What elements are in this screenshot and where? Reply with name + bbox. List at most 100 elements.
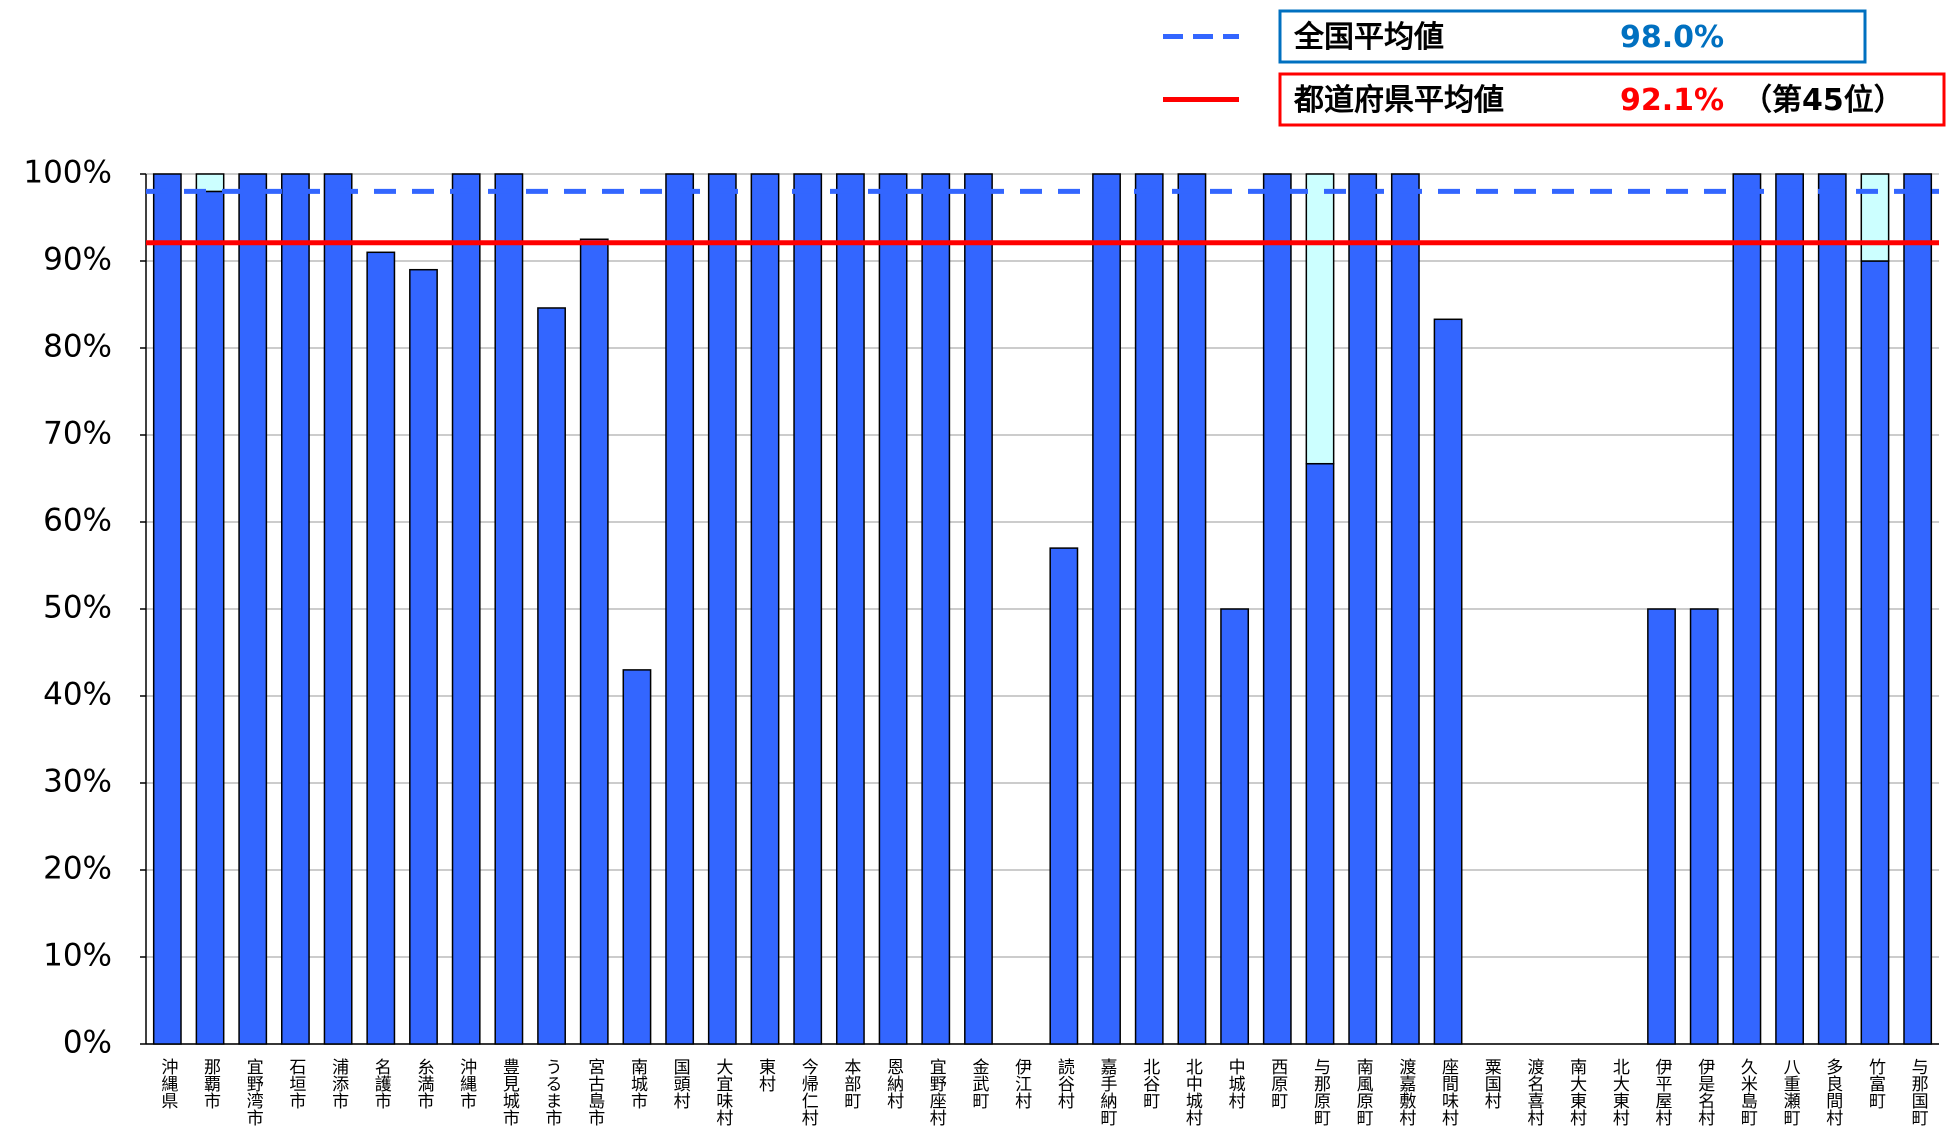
bar xyxy=(281,173,310,1045)
x-tick-label: 与那国町 xyxy=(1908,1058,1929,1126)
bar xyxy=(964,173,993,1045)
bar xyxy=(323,173,353,1045)
x-tick-label: 八重瀬町 xyxy=(1780,1058,1801,1126)
bar xyxy=(195,190,225,1045)
x-tick-label: 伊是名村 xyxy=(1694,1058,1715,1126)
legend-box xyxy=(1278,72,1946,127)
x-tick-label: 名護市 xyxy=(371,1058,392,1109)
x-tick-label: 国頭村 xyxy=(670,1058,691,1109)
x-tick-label: 北大東村 xyxy=(1609,1058,1630,1126)
bar xyxy=(1860,173,1890,262)
x-tick-label: 渡名喜村 xyxy=(1523,1058,1544,1126)
x-tick-label: 与那原町 xyxy=(1310,1058,1331,1126)
bar xyxy=(494,173,524,1045)
bar xyxy=(665,173,695,1045)
y-tick-label: 70% xyxy=(43,416,112,452)
x-tick-label: 西原町 xyxy=(1267,1058,1288,1109)
x-tick-label: 読谷村 xyxy=(1054,1058,1075,1109)
bar xyxy=(366,251,396,1045)
legend-value: 92.1% xyxy=(1620,83,1724,118)
bar xyxy=(1348,173,1378,1045)
x-tick-label: 竹富町 xyxy=(1865,1058,1886,1109)
x-tick-label: 南城市 xyxy=(627,1058,648,1109)
x-tick-label: 粟国村 xyxy=(1481,1058,1502,1109)
bar xyxy=(835,173,865,1045)
y-tick-label: 20% xyxy=(43,851,112,887)
bar xyxy=(195,173,225,193)
legend-label: 全国平均値 xyxy=(1293,20,1444,55)
y-tick-label: 0% xyxy=(63,1025,112,1061)
bar xyxy=(707,173,737,1045)
bar xyxy=(1903,173,1933,1045)
x-tick-label: 中城村 xyxy=(1225,1058,1246,1109)
bar xyxy=(1689,608,1719,1045)
x-tick-label: 宜野湾市 xyxy=(243,1058,264,1126)
bar xyxy=(1860,260,1890,1045)
bar xyxy=(878,173,908,1045)
y-tick-label: 100% xyxy=(23,155,112,191)
bar xyxy=(537,307,566,1045)
bar xyxy=(793,173,823,1045)
bar xyxy=(1817,173,1847,1045)
y-tick-label: 90% xyxy=(43,242,112,278)
bar xyxy=(1433,318,1463,1045)
bar xyxy=(1305,462,1335,1045)
x-tick-label: 渡嘉敷村 xyxy=(1395,1058,1416,1126)
legend-label: 都道府県平均値 xyxy=(1293,83,1504,118)
x-tick-label: うるま市 xyxy=(542,1058,563,1126)
bar xyxy=(1775,173,1804,1045)
y-tick-label: 60% xyxy=(43,503,112,539)
x-tick-label: 座間味村 xyxy=(1438,1058,1459,1126)
bar xyxy=(1220,608,1250,1045)
bar xyxy=(152,173,182,1045)
x-tick-label: 嘉手納町 xyxy=(1097,1058,1118,1126)
y-tick-label: 40% xyxy=(43,677,112,713)
bar xyxy=(750,173,780,1045)
y-tick-label: 10% xyxy=(43,938,112,974)
x-tick-label: 南大東村 xyxy=(1566,1058,1587,1126)
bar xyxy=(1390,173,1420,1045)
x-tick-label: 今帰仁村 xyxy=(798,1058,819,1126)
bar xyxy=(1177,173,1207,1045)
bar xyxy=(1647,608,1676,1045)
bar xyxy=(579,238,609,1045)
bar xyxy=(1092,173,1121,1045)
legend-value: 98.0% xyxy=(1620,20,1724,55)
x-tick-label: 沖縄市 xyxy=(456,1058,477,1109)
x-tick-label: 久米島町 xyxy=(1737,1058,1758,1126)
y-tick-label: 30% xyxy=(43,764,112,800)
bar xyxy=(921,173,951,1045)
bar xyxy=(1049,547,1079,1045)
bar xyxy=(622,669,652,1045)
bar xyxy=(1262,173,1292,1045)
y-tick-label: 80% xyxy=(43,329,112,365)
x-tick-label: 南風原町 xyxy=(1353,1058,1374,1126)
bar xyxy=(409,268,438,1045)
x-tick-label: 糸満市 xyxy=(413,1058,434,1109)
bar xyxy=(1305,173,1335,465)
bar xyxy=(1134,173,1164,1045)
x-tick-label: 金武町 xyxy=(968,1058,989,1109)
x-tick-label: 多良間村 xyxy=(1822,1058,1843,1126)
x-tick-label: 恩納村 xyxy=(883,1058,904,1109)
legend-rank: （第45位） xyxy=(1742,83,1904,118)
x-tick-label: 北谷町 xyxy=(1139,1058,1160,1109)
x-tick-label: 大宜味村 xyxy=(712,1058,733,1126)
x-tick-label: 浦添市 xyxy=(328,1058,349,1109)
x-tick-label: 伊平屋村 xyxy=(1652,1058,1673,1126)
x-tick-label: 東村 xyxy=(755,1058,776,1092)
x-tick-label: 沖縄県 xyxy=(157,1058,178,1109)
x-tick-label: 那覇市 xyxy=(200,1058,221,1109)
y-tick-label: 50% xyxy=(43,590,112,626)
x-tick-label: 宜野座村 xyxy=(926,1058,947,1126)
x-tick-label: 本部町 xyxy=(840,1058,861,1109)
x-tick-label: 豊見城市 xyxy=(499,1058,519,1126)
x-tick-label: 石垣市 xyxy=(285,1058,306,1109)
bar xyxy=(238,173,268,1045)
bar xyxy=(451,173,481,1045)
x-tick-label: 伊江村 xyxy=(1011,1058,1032,1109)
x-tick-label: 北中城村 xyxy=(1182,1058,1203,1126)
bar xyxy=(1732,173,1762,1045)
x-tick-label: 宮古島市 xyxy=(584,1058,605,1126)
